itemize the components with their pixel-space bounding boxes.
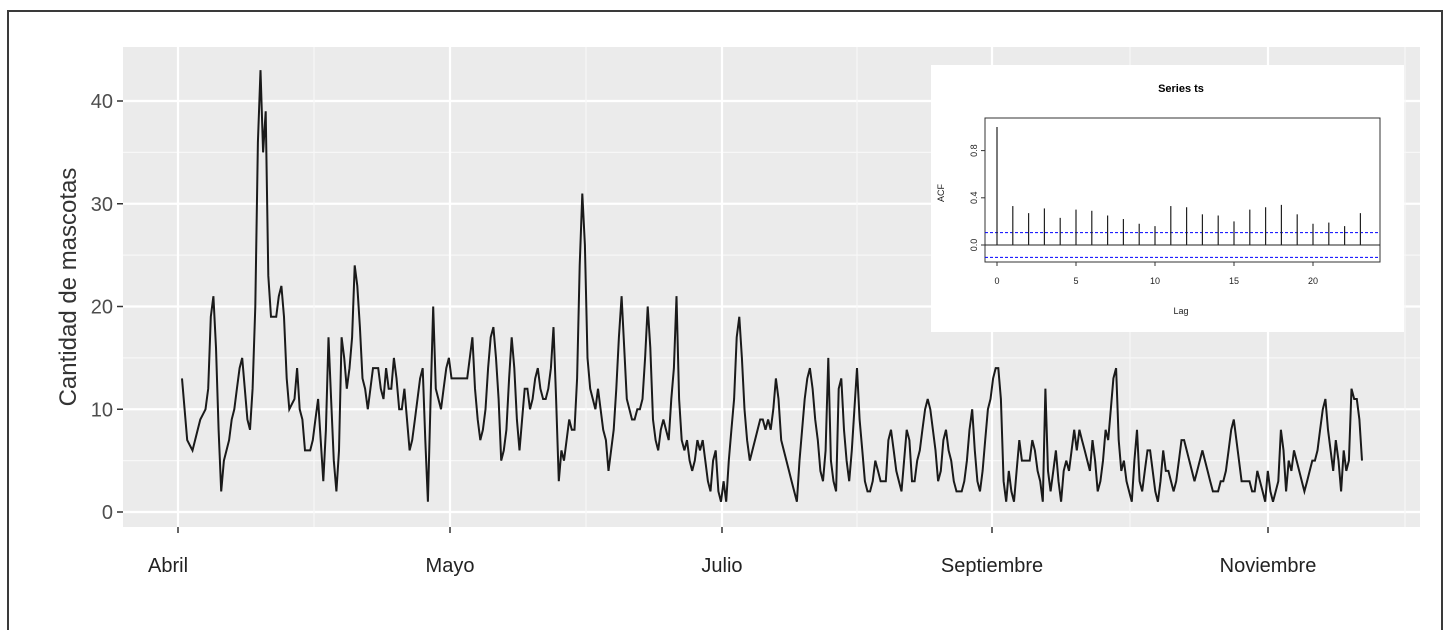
inset-y-tick-label: 0.8 (969, 144, 979, 157)
y-tick-label: 40 (91, 91, 113, 113)
y-tick-label: 20 (91, 297, 113, 319)
inset-x-tick-label: 15 (1229, 276, 1239, 286)
inset-x-tick-label: 10 (1150, 276, 1160, 286)
inset-x-tick-label: 5 (1073, 276, 1078, 286)
x-axis-ticks: Abril Mayo Julio Septiembre Noviembre (148, 527, 1316, 577)
x-tick-label: Noviembre (1220, 555, 1317, 577)
inset-y-label: ACF (936, 183, 946, 202)
series-line (181, 70, 1363, 502)
inset-x-tick-label: 20 (1308, 276, 1318, 286)
inset-title: Series ts (1158, 83, 1204, 95)
y-axis-ticks: 0 10 20 30 40 (91, 91, 123, 524)
inset-plot-box (984, 117, 1381, 263)
x-tick-label: Septiembre (941, 555, 1043, 577)
figure-frame (7, 10, 1443, 630)
x-tick-label: Abril (148, 555, 188, 577)
y-tick-label: 0 (102, 502, 113, 524)
acf-inset: Series ts 0.0 0.4 0.8 0 5 10 15 20 Lag ACF (931, 65, 1404, 332)
inset-x-tick-label: 0 (994, 276, 999, 286)
inset-bars (996, 127, 1362, 245)
inset-y-tick-label: 0.0 (969, 239, 979, 252)
inset-y-tick-label: 0.4 (969, 192, 979, 205)
y-axis-label: Cantidad de mascotas (55, 168, 82, 407)
x-tick-label: Mayo (426, 555, 475, 577)
y-tick-label: 10 (91, 399, 113, 421)
inset-axes: 0.0 0.4 0.8 0 5 10 15 20 (969, 144, 1380, 286)
x-tick-label: Julio (701, 555, 742, 577)
y-tick-label: 30 (91, 194, 113, 216)
inset-x-label: Lag (1173, 306, 1188, 316)
inset-background (931, 65, 1404, 332)
